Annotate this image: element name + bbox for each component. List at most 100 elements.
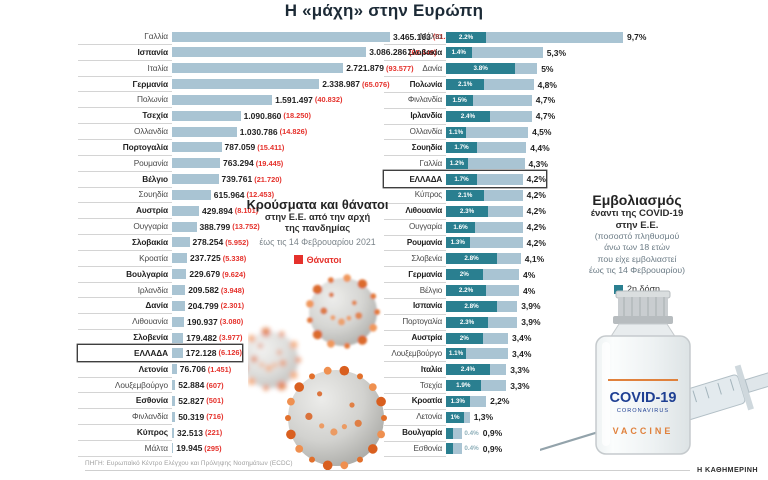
- total-dose-bar: 1.4%: [446, 47, 543, 59]
- country-label: Κύπρος: [384, 187, 446, 204]
- virus-spike: [289, 371, 298, 379]
- deaths-value: (607): [206, 380, 224, 390]
- cases-bar: [172, 316, 184, 327]
- cases-value: 52.884: [178, 380, 205, 391]
- cases-row: Δανία 204.799 (2.301): [78, 295, 518, 315]
- cases-bar: [172, 158, 220, 169]
- country-label: Αυστρία: [78, 202, 172, 220]
- vaccination-row-inner: Ουγγαρία 1.6% 4,2%: [384, 219, 546, 236]
- virus-spike: [248, 377, 256, 386]
- cases-bar: [172, 443, 174, 454]
- vial-cap-ridges: [623, 297, 665, 316]
- second-dose-value: 0.4%: [464, 445, 479, 453]
- cases-row-inner: Ουγγαρία 388.799 (13.752): [78, 219, 260, 236]
- total-dose-bar: [446, 427, 463, 439]
- cases-bar: [172, 189, 211, 200]
- total-dose-bar: 1.3%: [446, 395, 487, 407]
- deaths-value: (12.453): [246, 190, 275, 200]
- cases-row-inner: Κροατία 237.725 (5.338): [78, 250, 247, 267]
- vaccination-heading-note: που είχε εμβολιαστεί: [597, 253, 677, 264]
- vaccination-row-inner: Λιθουανία 2.3% 4,2%: [384, 203, 546, 220]
- vaccination-row: Κροατία 1.3% 2,2%: [384, 390, 724, 410]
- second-dose-bar: 1.3%: [446, 237, 470, 249]
- vaccination-row-inner: Πολωνία 2.1% 4,8%: [384, 77, 557, 93]
- country-label: Ιταλία: [384, 361, 446, 379]
- second-dose-bar: 1.7%: [446, 173, 477, 185]
- virus-spike: [327, 277, 334, 284]
- virus-surface-spike: [349, 402, 355, 408]
- total-dose-value: 4%: [523, 285, 536, 296]
- cases-row: Πολωνία 1.591.497 (40.832): [78, 89, 518, 109]
- cases-bar: [172, 94, 273, 105]
- cases-heading-note: έως τις 14 Φεβρουαρίου 2021: [259, 236, 376, 247]
- country-label: Ισπανία: [78, 44, 172, 61]
- total-dose-bar: 2%: [446, 332, 508, 344]
- deaths-value: (40.832): [314, 95, 343, 105]
- total-dose-value: 4,2%: [526, 237, 546, 248]
- second-dose-bar: 2.8%: [446, 300, 498, 312]
- deaths-legend-swatch: [293, 255, 303, 265]
- cases-value: 388.799: [199, 221, 231, 232]
- virus-spike: [278, 331, 285, 338]
- deaths-value: (93.577): [386, 63, 414, 73]
- vaccination-heading-title: Εμβολιασμός: [592, 192, 682, 208]
- source-note: ΠΗΓΗ: Ευρωπαϊκό Κέντρο Ελέγχου και Πρόλη…: [85, 460, 293, 467]
- country-label: Λιθουανία: [78, 313, 172, 331]
- cases-value: 787.059: [224, 142, 256, 153]
- vial-highlight: [602, 342, 610, 446]
- cases-row: Ισπανία 3.086.286 (65.449): [78, 42, 518, 61]
- cases-bar: [172, 142, 222, 153]
- second-dose-bar: 2.3%: [446, 205, 488, 217]
- cases-value: 739.761: [221, 174, 253, 185]
- country-label: Λετονία: [78, 361, 172, 378]
- deaths-value: (501): [206, 396, 224, 406]
- cases-row: Μάλτα 19.945 (295): [78, 438, 518, 457]
- total-dose-value: 4,7%: [535, 111, 556, 122]
- cases-value: 1.030.786: [239, 126, 278, 137]
- country-label: Μάλτα: [78, 440, 172, 457]
- cases-row-inner: Ολλανδία 1.030.786 (14.826): [78, 124, 307, 140]
- cases-row-inner: Γερμανία 2.338.987 (65.076): [78, 76, 390, 93]
- total-dose-value: 3,9%: [521, 317, 541, 328]
- cases-row-inner: Λιθουανία 190.937 (3.080): [78, 313, 243, 331]
- country-label: Λουξεμβούργο: [384, 345, 446, 363]
- country-label: ΕΛΛΑΔΑ: [134, 347, 168, 358]
- virus-spike: [287, 397, 295, 406]
- cases-bar: [172, 237, 190, 248]
- cases-bar: [172, 31, 390, 42]
- vaccination-row-inner: Ισπανία 2.8% 3,9%: [384, 298, 541, 315]
- vaccination-row: Ουγγαρία 1.6% 4,2%: [384, 216, 724, 236]
- second-dose-bar: 2.4%: [446, 110, 490, 122]
- vaccination-row-inner: Ολλανδία 1.1% 4,5%: [384, 124, 551, 141]
- total-dose-value: 2,2%: [490, 396, 510, 407]
- vial-body: [595, 335, 691, 455]
- cases-row: Ολλανδία 1.030.786 (14.826): [78, 121, 518, 140]
- total-dose-bar: 2.3%: [446, 316, 518, 328]
- vaccination-row: Σλοβακία 1.4% 5,3%: [384, 42, 724, 62]
- cases-value: 204.799: [187, 300, 219, 311]
- cases-bar: [172, 411, 176, 422]
- cases-value: 2.721.879: [346, 63, 385, 74]
- country-label: Εσθονία: [384, 441, 446, 458]
- cases-row-inner: Ισπανία 3.086.286 (65.449): [78, 44, 437, 61]
- cases-row: Σλοβακία 278.254 (5.952): [78, 232, 518, 251]
- country-label: Βέλγιο: [78, 171, 172, 188]
- virus-spike: [261, 327, 271, 338]
- deaths-value: (5.338): [222, 253, 247, 263]
- deaths-legend-label: Θάνατοι: [306, 254, 342, 265]
- deaths-legend: Θάνατοι: [235, 255, 400, 265]
- vaccination-heading-note: άνω των 18 ετών: [604, 242, 670, 253]
- deaths-value: (3.977): [219, 333, 243, 343]
- cases-row: Κύπρος 32.513 (221): [78, 422, 518, 442]
- virus-spike: [248, 334, 256, 343]
- cases-value: 190.937: [187, 316, 218, 327]
- total-dose-value: 3,4%: [512, 348, 532, 359]
- vaccination-row: Δανία 3.8% 5%: [384, 58, 724, 78]
- second-dose-legend: 2η δόση: [548, 284, 726, 294]
- country-label: Δανία: [384, 60, 446, 78]
- total-dose-value: 4,4%: [530, 142, 550, 153]
- total-dose-bar: [446, 443, 463, 455]
- second-dose-bar: 1.6%: [446, 221, 476, 233]
- vaccine-vial-illustration: COVID-19 CORONAVIRUS VACCINE: [595, 290, 691, 455]
- virus-body: [309, 278, 377, 346]
